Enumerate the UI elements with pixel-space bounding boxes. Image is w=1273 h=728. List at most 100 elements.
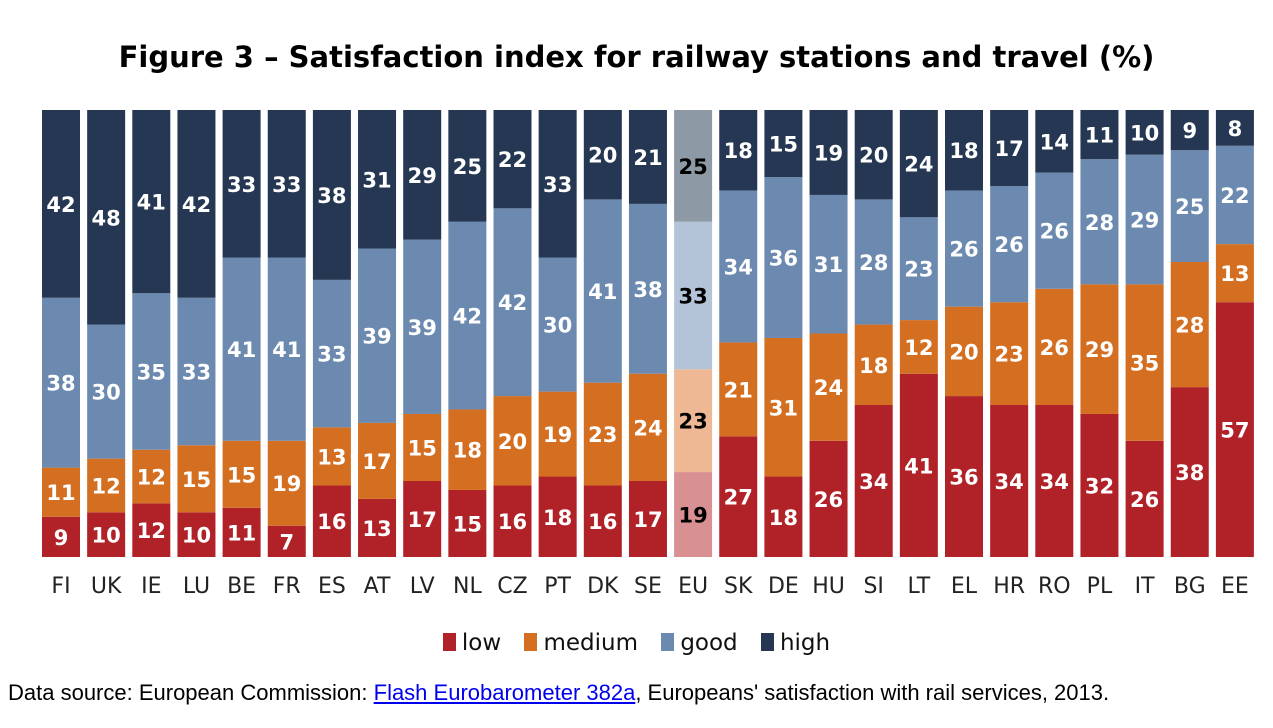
data-label-SE-good: 38 bbox=[633, 278, 662, 302]
data-label-FI-high: 42 bbox=[46, 193, 75, 217]
legend-item-low: low bbox=[442, 630, 501, 656]
bar-SI-high bbox=[854, 110, 893, 200]
data-label-SK-good: 34 bbox=[724, 255, 753, 279]
data-label-DK-high: 20 bbox=[588, 144, 617, 168]
data-label-CZ-good: 42 bbox=[498, 291, 527, 315]
bar-PT-low bbox=[538, 476, 577, 557]
bar-FI-good bbox=[42, 297, 80, 468]
data-label-RO-medium: 26 bbox=[1040, 336, 1069, 360]
data-label-HU-good: 31 bbox=[814, 253, 843, 277]
bar-LU-good bbox=[177, 297, 216, 446]
x-tick-label: CZ bbox=[497, 574, 527, 599]
data-label-DE-medium: 31 bbox=[769, 396, 798, 420]
data-label-RO-low: 34 bbox=[1040, 470, 1069, 494]
bar-LU-low bbox=[177, 512, 216, 557]
data-label-CZ-medium: 20 bbox=[498, 430, 527, 454]
bar-IT-high bbox=[1125, 110, 1164, 155]
data-label-BG-high: 9 bbox=[1182, 119, 1197, 143]
data-label-HU-medium: 24 bbox=[814, 376, 843, 400]
bar-FI-medium bbox=[42, 467, 80, 517]
data-label-BG-low: 38 bbox=[1175, 461, 1204, 485]
bar-HU-high bbox=[809, 110, 848, 195]
bar-EU-low bbox=[674, 472, 713, 557]
bar-IE-medium bbox=[132, 449, 171, 504]
data-label-IE-medium: 12 bbox=[137, 466, 166, 490]
bar-RO-medium bbox=[1035, 288, 1074, 406]
x-tick-label: FI bbox=[51, 574, 70, 599]
data-label-RO-high: 14 bbox=[1040, 130, 1069, 154]
source-suffix: , Europeans' satisfaction with rail serv… bbox=[635, 680, 1110, 705]
x-tick-label: BE bbox=[227, 574, 256, 599]
x-tick-label: PL bbox=[1087, 574, 1113, 599]
data-label-SI-medium: 18 bbox=[859, 354, 888, 378]
bar-DK-good bbox=[583, 199, 622, 383]
bar-AT-low bbox=[358, 498, 397, 557]
data-label-AT-low: 13 bbox=[362, 517, 391, 541]
bar-BG-medium bbox=[1170, 261, 1209, 388]
bar-EE-high bbox=[1215, 110, 1254, 146]
bar-RO-low bbox=[1035, 405, 1074, 557]
bar-EE-good bbox=[1215, 145, 1254, 245]
x-tick-label: DE bbox=[768, 574, 799, 599]
data-label-EU-high: 25 bbox=[678, 155, 707, 179]
chart-title: Figure 3 – Satisfaction index for railwa… bbox=[118, 40, 1155, 74]
stacked-bar-chart: 9 11 38 42 FI 10 12 30 48 UK 12 12 35 41 IE 10 15 33 42 LU 1… bbox=[42, 110, 1254, 599]
bar-UK-high bbox=[87, 110, 126, 325]
bar-LU-medium bbox=[177, 445, 216, 513]
data-label-BG-good: 25 bbox=[1175, 195, 1204, 219]
bar-HR-good bbox=[990, 185, 1029, 303]
data-label-PT-high: 33 bbox=[543, 173, 572, 197]
data-label-SK-medium: 21 bbox=[724, 378, 753, 402]
legend-label-medium: medium bbox=[543, 630, 638, 656]
data-label-EE-high: 8 bbox=[1228, 117, 1243, 141]
bar-LV-low bbox=[403, 481, 442, 557]
bar-DK-high bbox=[583, 110, 622, 200]
bar-RO-high bbox=[1035, 110, 1074, 173]
bar-FR-low bbox=[267, 525, 306, 557]
data-label-BG-medium: 28 bbox=[1175, 314, 1204, 338]
data-label-UK-medium: 12 bbox=[92, 474, 121, 498]
data-label-SK-low: 27 bbox=[724, 486, 753, 510]
data-label-AT-medium: 17 bbox=[362, 450, 391, 474]
data-label-HR-high: 17 bbox=[995, 137, 1024, 161]
bar-DK-medium bbox=[583, 382, 622, 486]
legend: low medium good high bbox=[0, 630, 1273, 656]
bar-SK-high bbox=[719, 110, 758, 191]
x-tick-label: SE bbox=[634, 574, 662, 599]
data-label-LT-high: 24 bbox=[904, 153, 933, 177]
data-label-SE-medium: 24 bbox=[633, 416, 662, 440]
data-label-IT-low: 26 bbox=[1130, 488, 1159, 512]
x-tick-label: FR bbox=[273, 574, 301, 599]
bar-SE-medium bbox=[628, 373, 667, 482]
bar-SI-good bbox=[854, 199, 893, 325]
bar-LU-high bbox=[177, 110, 216, 298]
data-label-NL-low: 15 bbox=[453, 512, 482, 536]
bar-PL-good bbox=[1080, 159, 1119, 285]
legend-label-good: good bbox=[680, 630, 738, 656]
data-label-LV-high: 29 bbox=[408, 164, 437, 188]
bar-EU-medium bbox=[674, 369, 713, 473]
bar-IE-high bbox=[132, 110, 171, 294]
x-tick-label: EE bbox=[1221, 574, 1249, 599]
bar-IT-medium bbox=[1125, 284, 1164, 441]
bar-LV-high bbox=[403, 110, 442, 240]
bar-DE-low bbox=[764, 476, 803, 557]
data-label-DK-good: 41 bbox=[588, 280, 617, 304]
data-label-PT-low: 18 bbox=[543, 506, 572, 530]
bar-NL-low bbox=[448, 489, 487, 557]
bar-CZ-low bbox=[493, 485, 532, 557]
data-label-NL-high: 25 bbox=[453, 155, 482, 179]
bar-UK-medium bbox=[87, 458, 126, 513]
bar-BG-low bbox=[1170, 387, 1209, 557]
bar-CZ-medium bbox=[493, 396, 532, 486]
x-tick-label: EU bbox=[678, 574, 708, 599]
data-label-DE-low: 18 bbox=[769, 506, 798, 530]
bar-NL-high bbox=[448, 110, 487, 222]
data-label-PL-medium: 29 bbox=[1085, 338, 1114, 362]
data-label-HU-low: 26 bbox=[814, 488, 843, 512]
data-label-DK-medium: 23 bbox=[588, 423, 617, 447]
bar-FR-good bbox=[267, 257, 306, 441]
data-label-BE-medium: 15 bbox=[227, 463, 256, 487]
x-tick-label: RO bbox=[1038, 574, 1071, 599]
source-link[interactable]: Flash Eurobarometer 382a bbox=[373, 680, 636, 705]
